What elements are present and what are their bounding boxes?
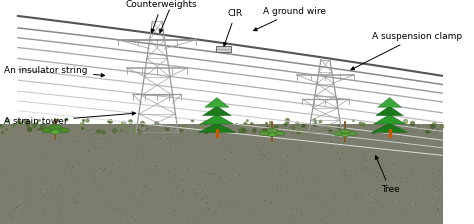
Ellipse shape bbox=[51, 130, 60, 134]
Polygon shape bbox=[205, 98, 229, 107]
Bar bbox=[0, 124, 443, 224]
Ellipse shape bbox=[334, 132, 342, 136]
Polygon shape bbox=[374, 114, 405, 124]
Polygon shape bbox=[201, 114, 234, 124]
Ellipse shape bbox=[340, 129, 351, 134]
Polygon shape bbox=[198, 123, 236, 133]
Polygon shape bbox=[376, 106, 403, 116]
Text: A strain tower: A strain tower bbox=[4, 112, 136, 126]
Ellipse shape bbox=[42, 128, 52, 133]
Ellipse shape bbox=[348, 132, 357, 136]
Text: An insulator string: An insulator string bbox=[4, 66, 105, 77]
Polygon shape bbox=[202, 106, 231, 116]
Ellipse shape bbox=[342, 133, 349, 137]
Ellipse shape bbox=[59, 128, 69, 133]
Ellipse shape bbox=[268, 133, 276, 137]
Ellipse shape bbox=[260, 131, 269, 136]
Text: Counterweights: Counterweights bbox=[126, 0, 197, 32]
FancyBboxPatch shape bbox=[217, 46, 231, 52]
Ellipse shape bbox=[266, 128, 278, 134]
Text: CIR: CIR bbox=[223, 9, 243, 46]
Ellipse shape bbox=[49, 125, 62, 131]
Text: A ground wire: A ground wire bbox=[254, 7, 327, 31]
Polygon shape bbox=[372, 123, 408, 133]
Text: Tree: Tree bbox=[375, 156, 400, 194]
Ellipse shape bbox=[275, 131, 285, 136]
Text: A suspension clamp: A suspension clamp bbox=[351, 32, 462, 70]
Polygon shape bbox=[378, 98, 401, 107]
